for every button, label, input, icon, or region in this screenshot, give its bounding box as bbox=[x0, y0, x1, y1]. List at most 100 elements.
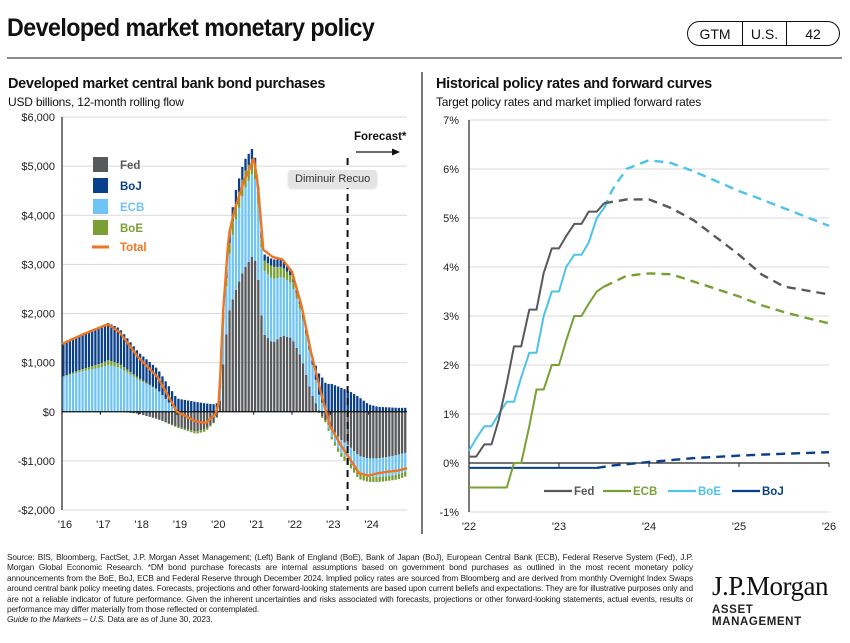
bar-stack bbox=[368, 404, 372, 482]
bar-segment-boj bbox=[148, 362, 151, 385]
tooltip: Diminuir Recuo bbox=[288, 170, 378, 188]
right-x-tick-label: '24 bbox=[642, 521, 656, 533]
bar-stack bbox=[91, 330, 94, 412]
bar-stack bbox=[384, 407, 388, 482]
bar-stack bbox=[84, 333, 87, 412]
bar-segment-boj bbox=[107, 322, 110, 361]
right-x-tick-label: '22 bbox=[462, 521, 476, 533]
bar-segment-ecb bbox=[103, 366, 107, 412]
bar-segment-fed bbox=[340, 411, 343, 440]
bar-segment-boj bbox=[400, 407, 404, 412]
bar-segment-boe bbox=[75, 371, 78, 373]
bar-segment-boj bbox=[237, 178, 241, 192]
bar-stack bbox=[142, 356, 145, 416]
bar-segment-boe bbox=[365, 476, 369, 482]
bar-stack bbox=[362, 400, 365, 481]
left-tick-labels: $6,000 $5,000 $4,000 $3,000 $2,000 $1,000 $0 -$… bbox=[18, 112, 379, 531]
bar-segment-boe bbox=[91, 366, 94, 370]
left-y-tick-label: $4,000 bbox=[21, 210, 55, 222]
bar-segment-ecb bbox=[65, 375, 68, 412]
bar-segment-ecb bbox=[282, 277, 286, 337]
bar-segment-ecb bbox=[158, 391, 161, 412]
bar-segment-fed bbox=[314, 403, 317, 412]
bar-segment-boj bbox=[368, 404, 372, 412]
bar-segment-ecb bbox=[84, 370, 87, 412]
bar-stack bbox=[282, 261, 286, 412]
bar-segment-fed bbox=[244, 266, 247, 412]
bar-segment-boj bbox=[285, 264, 289, 272]
bar-segment-ecb bbox=[145, 383, 148, 412]
right-y-tick-label: -1% bbox=[439, 507, 459, 519]
right-x-tick-label: '25 bbox=[732, 521, 746, 533]
bar-segment-ecb bbox=[372, 458, 375, 478]
bar-segment-boj bbox=[78, 335, 81, 371]
bar-segment-boj bbox=[94, 329, 97, 366]
bar-segment-boj bbox=[349, 392, 353, 412]
bar-segment-boj bbox=[71, 339, 75, 373]
bar-segment-boj bbox=[362, 400, 365, 412]
right-tick-labels: 7% 6% 5% 4% 3% 2% 1% 0% -1%'22 '23 '24 '25 '26 bbox=[439, 115, 836, 533]
bar-segment-boe bbox=[193, 430, 196, 434]
bar-segment-boj bbox=[183, 399, 186, 412]
bar-segment-ecb bbox=[391, 455, 394, 476]
bar-segment-boj bbox=[87, 331, 91, 368]
bar-segment-fed bbox=[215, 411, 218, 418]
bar-stack bbox=[148, 362, 151, 417]
bar-segment-boj bbox=[244, 158, 247, 171]
bar-stack bbox=[193, 401, 196, 434]
bar-segment-ecb bbox=[119, 368, 123, 412]
bar-segment-ecb bbox=[298, 308, 301, 355]
bar-segment-boe bbox=[126, 369, 129, 373]
bar-segment-boj bbox=[247, 153, 250, 165]
bar-segment-ecb bbox=[132, 376, 135, 412]
bar-stack bbox=[356, 396, 359, 477]
bar-stack bbox=[266, 256, 270, 412]
bar-stack bbox=[199, 402, 202, 433]
bar-segment-boe bbox=[321, 416, 324, 418]
bar-segment-ecb bbox=[126, 372, 129, 412]
right-y-tick-label: 1% bbox=[443, 409, 459, 421]
bar-segment-boe bbox=[94, 365, 97, 369]
bar-segment-boe bbox=[135, 376, 139, 379]
bar-segment-ecb bbox=[231, 234, 234, 300]
bar-segment-boe bbox=[381, 476, 385, 482]
bar-segment-fed bbox=[135, 411, 139, 414]
bar-stack bbox=[107, 322, 110, 412]
line-ecb-historical bbox=[469, 285, 605, 489]
bar-segment-boe bbox=[107, 360, 110, 366]
bar-segment-ecb bbox=[107, 365, 110, 412]
bar-segment-fed bbox=[218, 400, 222, 412]
bar-segment-boe bbox=[324, 420, 327, 423]
bar-segment-ecb bbox=[279, 277, 282, 337]
bar-segment-fed bbox=[305, 374, 308, 412]
bar-stack bbox=[298, 298, 301, 412]
bar-stack bbox=[81, 334, 84, 412]
bar-segment-boe bbox=[327, 428, 330, 431]
right-x-tick-label: '26 bbox=[822, 521, 836, 533]
bar-segment-boj bbox=[65, 342, 68, 376]
line-boe-forecast bbox=[602, 158, 830, 227]
bar-segment-boj bbox=[394, 407, 397, 412]
bar-segment-boe bbox=[333, 442, 337, 446]
bar-segment-ecb bbox=[397, 454, 401, 475]
logo-wordmark: J.P.Morgan bbox=[712, 571, 829, 601]
bar-segment-boe bbox=[289, 275, 292, 283]
bar-segment-boj bbox=[250, 148, 254, 160]
right-chart: 7% 6% 5% 4% 3% 2% 1% 0% -1%'22 '23 '24 '25 '26 Fed EC… bbox=[439, 115, 836, 533]
bar-segment-boe bbox=[340, 452, 343, 457]
left-chart-title: Developed market central bank bond purch… bbox=[8, 76, 326, 92]
bar-segment-fed bbox=[400, 411, 404, 454]
bar-segment-boe bbox=[298, 304, 301, 309]
bar-segment-boj bbox=[91, 330, 94, 367]
bar-stack bbox=[180, 399, 183, 430]
bar-stack bbox=[186, 400, 190, 432]
bar-stack bbox=[250, 148, 254, 412]
bar-segment-boj bbox=[199, 402, 202, 412]
bar-segment-boe bbox=[116, 363, 119, 368]
bar-segment-boj bbox=[289, 268, 292, 276]
bar-segment-ecb bbox=[97, 367, 100, 412]
bar-segment-boj bbox=[206, 403, 209, 412]
bar-stack bbox=[129, 342, 132, 413]
bar-stack bbox=[305, 328, 308, 412]
bar-segment-ecb bbox=[62, 376, 65, 412]
